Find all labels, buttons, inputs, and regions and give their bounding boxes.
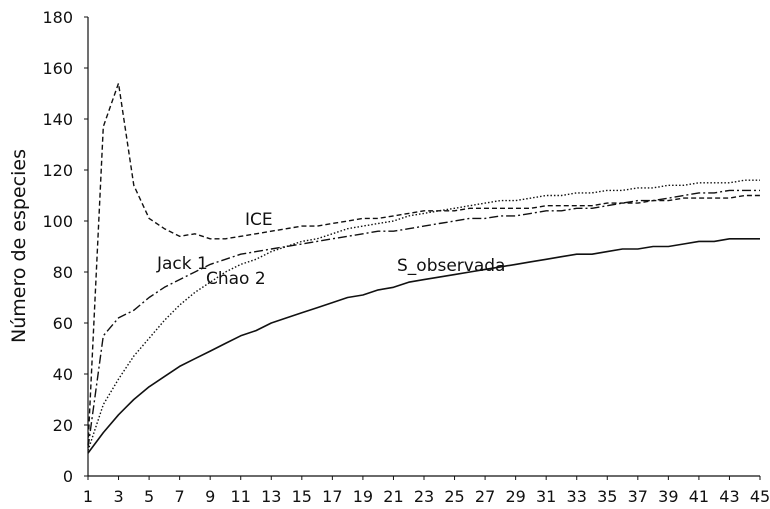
y-tick-label: 0 [63, 467, 73, 486]
x-tick-label: 37 [628, 487, 648, 506]
x-tick-label: 29 [505, 487, 525, 506]
y-tick-labels: 0 20 40 60 80 100 120 140 160 180 [42, 8, 88, 486]
y-tick-label: 140 [42, 110, 73, 129]
y-tick-label: 80 [53, 263, 73, 282]
x-tick-labels: 1 3 5 7 9 11 13 15 17 19 21 23 25 27 29 31 33 35 37 39 41 43 4… [83, 476, 770, 506]
x-tick-label: 9 [205, 487, 215, 506]
x-tick-label: 17 [322, 487, 342, 506]
x-tick-label: 27 [475, 487, 495, 506]
x-tick-label: 23 [414, 487, 434, 506]
series-line-ice [87, 82, 760, 446]
series-line-jack-1 [87, 189, 760, 448]
x-tick-label: 21 [383, 487, 403, 506]
x-tick-label: 13 [261, 487, 281, 506]
x-tick-label: 1 [83, 487, 93, 506]
x-tick-label: 25 [444, 487, 464, 506]
series-label-s-observada: S_observada [397, 256, 505, 276]
x-tick-label: 39 [658, 487, 678, 506]
series-label-jack1: Jack 1 [156, 254, 208, 274]
y-tick-label: 40 [53, 365, 73, 384]
x-tick-label: 33 [567, 487, 587, 506]
y-tick-label: 20 [53, 416, 73, 435]
x-tick-label: 43 [719, 487, 739, 506]
x-tick-label: 5 [144, 487, 154, 506]
y-tick-label: 120 [42, 161, 73, 180]
series-label-chao2: Chao 2 [206, 269, 266, 289]
y-tick-label: 100 [42, 212, 73, 231]
x-tick-label: 15 [292, 487, 312, 506]
x-tick-label: 35 [597, 487, 617, 506]
x-tick-label: 7 [175, 487, 185, 506]
series-line-s-observada [87, 238, 760, 454]
y-axis-title: Número de especies [8, 149, 30, 343]
y-tick-label: 160 [42, 59, 73, 78]
series-line-chao-2 [87, 179, 760, 451]
x-tick-label: 41 [689, 487, 709, 506]
x-tick-label: 31 [536, 487, 556, 506]
x-tick-label: 11 [231, 487, 251, 506]
x-tick-label: 45 [750, 487, 770, 506]
y-tick-label: 60 [53, 314, 73, 333]
series-lines [87, 82, 760, 454]
series-label-ice: ICE [245, 210, 273, 230]
y-tick-label: 180 [42, 8, 73, 27]
x-tick-label: 19 [353, 487, 373, 506]
x-tick-label: 3 [113, 487, 123, 506]
